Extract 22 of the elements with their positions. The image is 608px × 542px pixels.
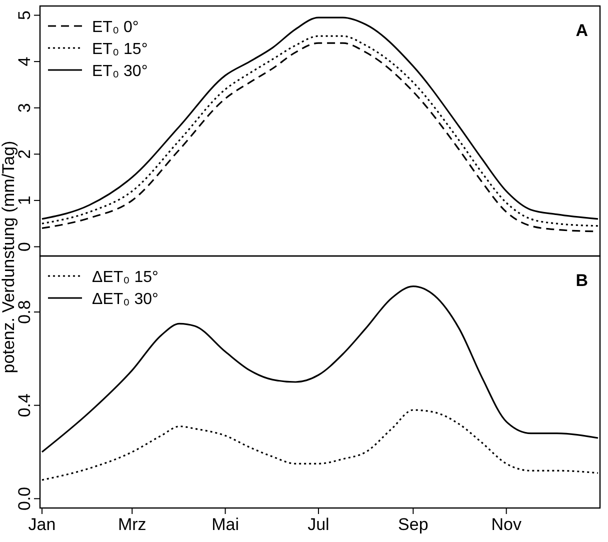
x-tick-label: Mai	[212, 515, 239, 534]
legend-label: ΔET₀ 15°	[92, 269, 158, 286]
y-axis-title: potenz. Verdunstung (mm/Tag)	[0, 140, 18, 374]
legend-label: ET₀ 0°	[92, 19, 139, 36]
y-tick-label: 0.8	[15, 300, 34, 324]
annotation: B	[576, 271, 588, 290]
x-tick-label: Mrz	[118, 515, 146, 534]
x-tick-label: Sep	[398, 515, 428, 534]
y-tick-label: 0.4	[15, 394, 34, 418]
legend-label: ET₀ 15°	[92, 41, 148, 58]
y-tick-label: 5	[15, 10, 34, 20]
x-tick-label: Jan	[28, 515, 56, 534]
y-tick-label: 1	[15, 196, 34, 206]
y-tick-label: 3	[15, 103, 34, 113]
y-tick-label: 0.0	[15, 486, 34, 510]
x-tick-label: Nov	[491, 515, 522, 534]
legend-label: ET₀ 30°	[92, 63, 148, 80]
x-tick-label: Jul	[308, 515, 330, 534]
annotation: A	[576, 21, 588, 40]
legend-label: ΔET₀ 30°	[92, 291, 158, 308]
y-tick-label: 0	[15, 242, 34, 252]
y-tick-label: 4	[15, 56, 34, 66]
